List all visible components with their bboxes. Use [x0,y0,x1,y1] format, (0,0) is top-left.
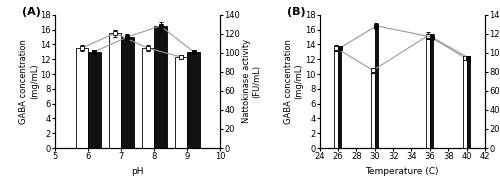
Y-axis label: Nattokinase activity
(FU/mL): Nattokinase activity (FU/mL) [242,39,261,123]
X-axis label: Temperature (C): Temperature (C) [366,167,439,176]
Bar [108,33,121,148]
Bar [372,70,374,148]
Bar [338,48,342,148]
Bar [430,37,434,148]
Y-axis label: GABA concentration
(mg/mL): GABA concentration (mg/mL) [20,39,39,124]
X-axis label: pH: pH [132,167,144,176]
Text: (B): (B) [286,7,305,17]
Bar [426,36,430,148]
Bar [121,37,134,148]
Bar [174,57,188,148]
Bar [466,58,470,148]
Bar [88,52,101,148]
Bar [374,26,378,148]
Y-axis label: GABA concentration
(mg/mL): GABA concentration (mg/mL) [284,39,304,124]
Bar [142,48,154,148]
Bar [334,48,338,148]
Text: (A): (A) [22,7,41,17]
Bar [154,26,167,148]
Bar [188,52,200,148]
Bar [76,48,88,148]
Bar [463,58,466,148]
